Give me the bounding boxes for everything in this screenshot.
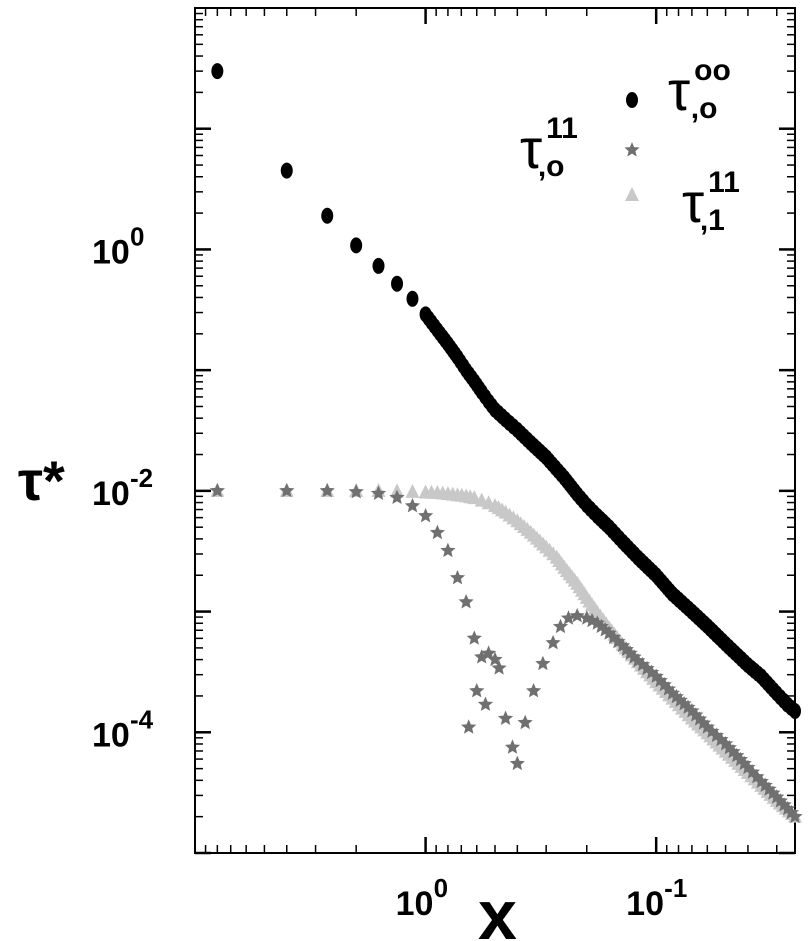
series-star: [209, 482, 803, 824]
legend-label-superscript: 11: [546, 112, 578, 145]
y-tick-label: 10 -4: [92, 704, 154, 754]
data-point-star: [787, 808, 803, 824]
x-tick-label-base: 10: [626, 885, 664, 923]
data-point-star: [535, 655, 551, 671]
legend-label-base: τ: [682, 171, 704, 234]
data-point-ellipse: [789, 703, 801, 720]
y-tick-label-base: 10: [92, 716, 130, 754]
data-point-star: [348, 483, 364, 499]
data-point-ellipse: [406, 290, 419, 307]
legend-entry: τ oo ,o: [626, 54, 731, 125]
x-tick-label: 10 0: [396, 873, 448, 923]
data-point-star: [497, 710, 514, 725]
legend-label-base: τ: [668, 59, 690, 122]
data-point-triangle: [405, 483, 420, 498]
data-point-star: [491, 660, 507, 675]
y-tick-label-exponent: -2: [130, 463, 153, 493]
data-point-star: [461, 719, 477, 734]
data-point-star: [449, 569, 466, 585]
x-tick-label-base: 10: [396, 885, 434, 923]
data-point-star: [209, 482, 225, 498]
data-point-star: [481, 645, 497, 660]
legend-label-subscript: ,1: [700, 204, 725, 237]
data-point-star: [504, 739, 521, 754]
data-point-ellipse: [372, 257, 385, 274]
x-tick-label-exponent: -1: [664, 873, 687, 903]
data-point-star: [477, 696, 494, 711]
legend-label-subscript: ,o: [538, 150, 565, 183]
data-point-star: [569, 607, 585, 623]
data-point-star: [474, 649, 490, 664]
legend: τ oo ,oτ 11 ,oτ 11,1: [520, 54, 740, 237]
data-point-star: [526, 683, 542, 698]
legend-label: τ oo ,o: [668, 54, 731, 125]
data-point-ellipse: [211, 63, 224, 80]
x-tick-label: 10 -1: [626, 873, 687, 923]
y-tick-label-base: 10: [92, 233, 130, 271]
y-tick-label: 10 -2: [92, 463, 153, 513]
data-point-star: [418, 507, 434, 523]
series-ellipse: [211, 63, 801, 720]
data-point-star: [404, 497, 421, 513]
legend-marker-ellipse: [626, 92, 638, 108]
data-point-star: [440, 542, 456, 558]
major-ticks: [195, 8, 795, 855]
y-axis-title: τ*: [18, 449, 65, 512]
legend-label-subscript: ,o: [691, 92, 718, 125]
legend-label-base: τ: [520, 117, 542, 180]
data-point-star: [279, 482, 295, 498]
data-point-star: [458, 594, 474, 609]
y-tick-label-exponent: 0: [130, 221, 144, 251]
legend-label-superscript: 11: [708, 166, 740, 199]
data-point-star: [517, 714, 533, 730]
x-tick-label-exponent: 0: [434, 873, 448, 903]
data-point-ellipse: [321, 207, 334, 224]
legend-label: τ 11 ,1: [682, 166, 740, 237]
data-point-ellipse: [280, 162, 293, 179]
legend-marker-star: [624, 142, 640, 157]
data-point-star: [545, 634, 561, 650]
data-point-ellipse: [350, 237, 363, 254]
x-axis-title: x: [478, 876, 517, 941]
series-layer: [209, 63, 803, 824]
minor-ticks: [195, 8, 795, 853]
data-point-star: [552, 618, 569, 634]
data-point-star: [469, 683, 485, 698]
legend-marker-triangle: [625, 187, 639, 201]
data-point-star: [509, 755, 525, 771]
data-point-star: [560, 610, 577, 625]
data-point-star: [466, 630, 482, 645]
y-tick-label: 10 0: [92, 221, 144, 271]
data-point-star: [319, 482, 335, 498]
data-point-ellipse: [391, 275, 404, 292]
legend-entry: τ 11 ,1: [625, 166, 740, 237]
data-point-star: [370, 485, 387, 500]
legend-entry: τ 11 ,o: [520, 112, 640, 183]
y-tick-label-base: 10: [92, 475, 130, 513]
data-point-star: [389, 489, 405, 504]
legend-label-superscript: oo: [694, 54, 731, 87]
legend-label: τ 11 ,o: [520, 112, 578, 183]
y-tick-label-exponent: -4: [130, 704, 154, 734]
data-point-star: [429, 524, 445, 540]
series-triangle: [210, 482, 802, 823]
x-tick-labels: 10 0 10 -1: [396, 873, 688, 923]
